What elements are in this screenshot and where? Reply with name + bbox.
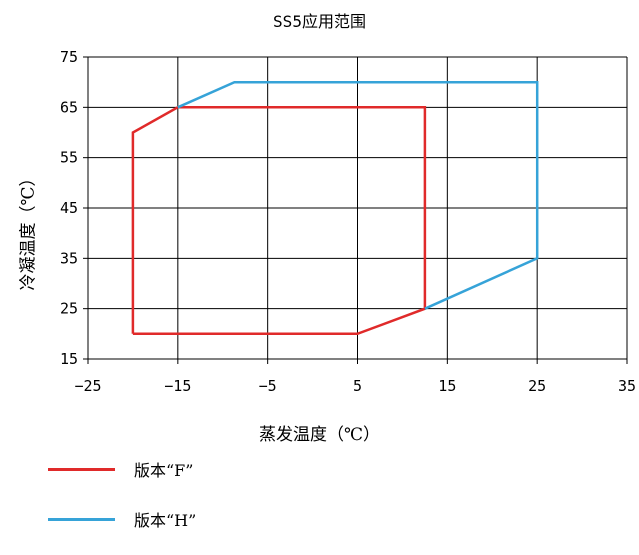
y-tick-label: 35 [60, 249, 78, 267]
y-tick-label: 45 [60, 199, 78, 217]
series-line-1 [177, 80, 539, 310]
legend-swatch-h [48, 518, 115, 521]
legend-item-f: 版本“F” [48, 455, 348, 505]
y-tick-label: 75 [60, 48, 78, 66]
x-tick-label: 15 [438, 377, 456, 395]
y-tick-label: 65 [60, 98, 78, 116]
y-tick-label: 15 [60, 350, 78, 368]
x-tick-label: −25 [74, 377, 101, 395]
x-tick-label: −5 [259, 377, 277, 395]
y-tick-label: 55 [60, 149, 78, 167]
chart-title: SS5应用范围 [273, 12, 366, 31]
x-axis-label: 蒸发温度（℃） [258, 425, 381, 445]
legend-swatch-f [48, 468, 115, 471]
series-line-0 [131, 106, 427, 336]
legend-label-h: 版本“H” [134, 511, 197, 530]
y-axis-label: 冷凝温度（℃） [18, 169, 39, 291]
legend: 版本“F” 版本“H” [48, 455, 348, 555]
x-tick-label: 35 [618, 377, 636, 395]
x-tick-label: 5 [353, 377, 362, 395]
chart-container: SS5应用范围 −25 −15 −5 5 15 25 35 15 25 35 45 55 65 75 冷凝… [18, 12, 637, 530]
chart-plot: −25 −15 −5 5 15 25 35 15 25 35 45 55 65 75 [60, 48, 636, 395]
x-tick-label: 25 [528, 377, 546, 395]
legend-item-h: 版本“H” [48, 505, 348, 555]
legend-label-f: 版本“F” [134, 461, 194, 480]
y-tick-label: 25 [60, 300, 78, 318]
x-tick-label: −15 [164, 377, 191, 395]
